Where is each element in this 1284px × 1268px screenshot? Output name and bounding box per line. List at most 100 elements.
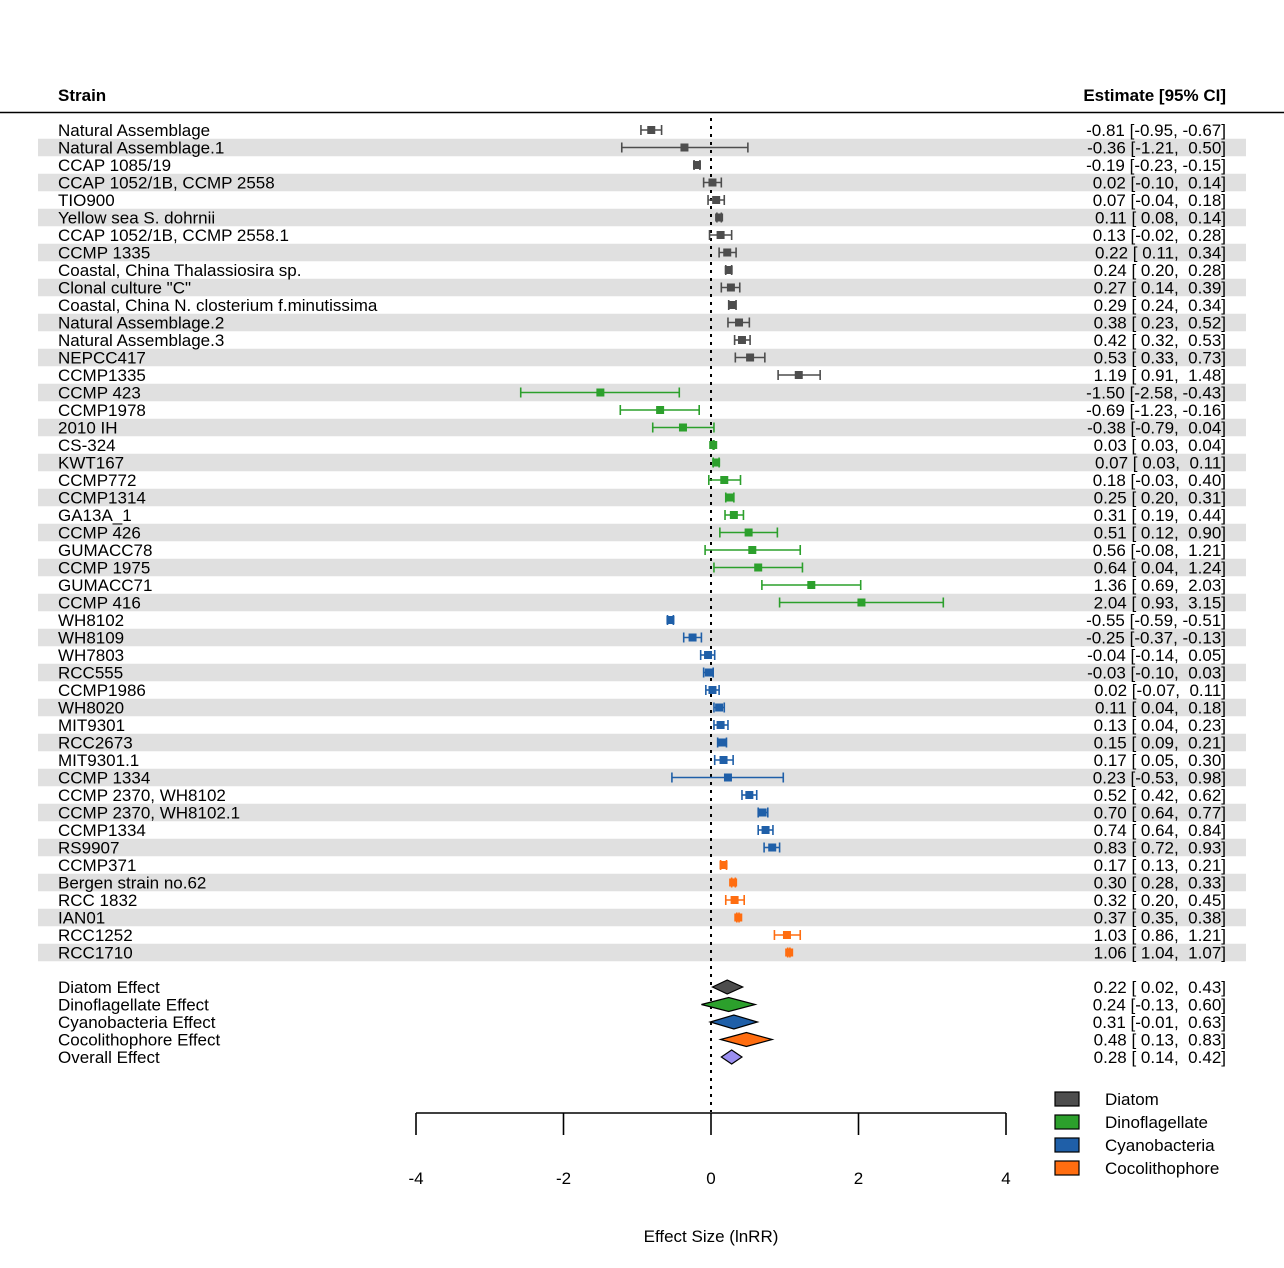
study-estimate: 0.23 [-0.53, 0.98]: [1093, 769, 1226, 788]
point-estimate: [709, 441, 718, 449]
study-estimate: 0.24 [ 0.20, 0.28]: [1094, 261, 1226, 280]
summary-row-diatom-effect: Diatom Effect 0.22 [ 0.02, 0.43]: [58, 978, 1226, 997]
study-label: Clonal culture "C": [58, 279, 191, 298]
point-estimate: [754, 563, 763, 572]
study-row-rcc555: RCC555 -0.03 [-0.10, 0.03]: [58, 664, 1226, 683]
study-row-2010-ih: 2010 IH -0.38 [-0.79, 0.04]: [58, 419, 1226, 438]
study-row-natural-assemblage-2: Natural Assemblage.2 0.38 [ 0.23, 0.52]: [58, 314, 1226, 333]
study-estimate: 0.64 [ 0.04, 1.24]: [1094, 559, 1226, 578]
x-tick-label: 0: [706, 1169, 715, 1188]
study-estimate: 2.04 [ 0.93, 3.15]: [1094, 594, 1226, 613]
study-estimate: 0.13 [-0.02, 0.28]: [1093, 226, 1226, 245]
legend-label: Cocolithophore: [1105, 1159, 1219, 1178]
point-estimate: [746, 353, 755, 362]
study-label: CCMP1978: [58, 401, 146, 420]
study-row-ccmp1978: CCMP1978 -0.69 [-1.23, -0.16]: [58, 401, 1226, 420]
study-estimate: -0.25 [-0.37, -0.13]: [1086, 629, 1226, 648]
study-label: WH8020: [58, 699, 124, 718]
study-row-ccmp-1975: CCMP 1975 0.64 [ 0.04, 1.24]: [58, 559, 1226, 578]
study-estimate: 0.37 [ 0.35, 0.38]: [1094, 909, 1226, 928]
study-row-nepcc417: NEPCC417 0.53 [ 0.33, 0.73]: [58, 349, 1226, 368]
study-estimate: 0.70 [ 0.64, 0.77]: [1094, 804, 1226, 823]
study-label: Coastal, China Thalassiosira sp.: [58, 261, 301, 280]
study-label: CCMP 1335: [58, 244, 150, 263]
point-estimate: [680, 143, 689, 152]
study-estimate: -0.55 [-0.59, -0.51]: [1086, 611, 1226, 630]
study-row-ccap-1085-19: CCAP 1085/19 -0.19 [-0.23, -0.15]: [58, 156, 1226, 175]
study-row-bergen-strain-no-62: Bergen strain no.62 0.30 [ 0.28, 0.33]: [58, 874, 1226, 893]
study-label: CCMP 416: [58, 594, 141, 613]
point-estimate: [857, 598, 866, 607]
study-label: CCMP1334: [58, 821, 146, 840]
point-estimate: [716, 231, 725, 239]
summary-estimate: 0.31 [-0.01, 0.63]: [1093, 1013, 1226, 1032]
study-estimate: 0.31 [ 0.19, 0.44]: [1094, 506, 1226, 525]
legend-label: Diatom: [1105, 1090, 1159, 1109]
row-stripe: [38, 803, 1246, 822]
study-row-ccmp-426: CCMP 426 0.51 [ 0.12, 0.90]: [58, 524, 1226, 543]
study-label: RS9907: [58, 839, 119, 858]
summary-row-overall-effect: Overall Effect 0.28 [ 0.14, 0.42]: [58, 1048, 1226, 1067]
study-estimate: 0.53 [ 0.33, 0.73]: [1094, 349, 1226, 368]
study-estimate: 1.03 [ 0.86, 1.21]: [1094, 926, 1226, 945]
study-row-natural-assemblage-3: Natural Assemblage.3 0.42 [ 0.32, 0.53]: [58, 331, 1226, 350]
row-stripe: [38, 278, 1246, 297]
study-row-coastal-china-thalassiosira-sp: Coastal, China Thalassiosira sp. 0.24 [ 0…: [58, 261, 1226, 280]
summary-estimate: 0.22 [ 0.02, 0.43]: [1094, 978, 1226, 997]
study-row-rcc2673: RCC2673 0.15 [ 0.09, 0.21]: [58, 734, 1226, 753]
legend-item-dinoflagellate: Dinoflagellate: [1054, 1113, 1208, 1132]
study-row-ccmp772: CCMP772 0.18 [-0.03, 0.40]: [58, 471, 1226, 490]
study-estimate: 1.36 [ 0.69, 2.03]: [1094, 576, 1226, 595]
point-estimate: [785, 948, 794, 957]
study-estimate: -0.19 [-0.23, -0.15]: [1086, 156, 1226, 175]
point-estimate: [712, 196, 721, 204]
study-row-ccmp1335: CCMP1335 1.19 [ 0.91, 1.48]: [58, 366, 1226, 385]
study-estimate: 0.74 [ 0.64, 0.84]: [1094, 821, 1226, 840]
point-estimate: [666, 616, 675, 624]
legend-item-diatom: Diatom: [1054, 1090, 1159, 1109]
study-row-ccap-1052-1b-ccmp-2558: CCAP 1052/1B, CCMP 2558 0.02 [-0.10, 0.14…: [58, 174, 1226, 193]
study-label: CCMP371: [58, 856, 136, 875]
study-row-rcc1710: RCC1710 1.06 [ 1.04, 1.07]: [58, 944, 1226, 963]
summary-rows: Diatom Effect 0.22 [ 0.02, 0.43]Dinoflage…: [58, 978, 1226, 1067]
summary-label: Diatom Effect: [58, 978, 160, 997]
legend-swatch: [1054, 1137, 1080, 1153]
point-estimate: [737, 336, 746, 344]
study-estimate: 0.38 [ 0.23, 0.52]: [1094, 314, 1226, 333]
study-row-mit9301-1: MIT9301.1 0.17 [ 0.05, 0.30]: [58, 751, 1226, 770]
summary-diamond: [708, 1014, 760, 1030]
study-estimate: 0.13 [ 0.04, 0.23]: [1094, 716, 1226, 735]
study-estimate: 0.17 [ 0.13, 0.21]: [1094, 856, 1226, 875]
study-label: TIO900: [58, 191, 115, 210]
point-estimate: [704, 668, 713, 677]
legend-label: Dinoflagellate: [1105, 1113, 1208, 1132]
legend-label: Cyanobacteria: [1105, 1136, 1215, 1155]
study-estimate: 0.83 [ 0.72, 0.93]: [1094, 839, 1226, 858]
row-stripe: [38, 873, 1246, 892]
point-estimate: [708, 686, 717, 694]
legend-item-cocolithophore: Cocolithophore: [1054, 1159, 1219, 1178]
study-label: CCMP772: [58, 471, 136, 490]
study-row-ccmp1334: CCMP1334 0.74 [ 0.64, 0.84]: [58, 821, 1226, 840]
x-tick-label: -2: [556, 1169, 571, 1188]
point-estimate: [647, 126, 656, 134]
study-row-gumacc71: GUMACC71 1.36 [ 0.69, 2.03]: [58, 576, 1226, 595]
summary-label: Cocolithophore Effect: [58, 1031, 221, 1050]
study-estimate: 0.22 [ 0.11, 0.34]: [1095, 244, 1226, 263]
study-row-rcc1252: RCC1252 1.03 [ 0.86, 1.21]: [58, 926, 1226, 945]
study-row-ccmp-423: CCMP 423 -1.50 [-2.58, -0.43]: [58, 384, 1226, 403]
point-estimate: [761, 826, 770, 834]
row-stripe: [38, 523, 1246, 542]
point-estimate: [728, 301, 737, 309]
point-estimate: [708, 178, 717, 187]
x-axis-label: Effect Size (lnRR): [644, 1227, 779, 1246]
summary-diamond: [720, 1049, 744, 1065]
point-estimate: [656, 406, 665, 414]
study-row-clonal-culture-c: Clonal culture "C" 0.27 [ 0.14, 0.39]: [58, 279, 1226, 298]
point-estimate: [794, 371, 803, 379]
header-strain: Strain: [58, 86, 106, 105]
row-stripe: [38, 908, 1246, 927]
row-stripe: [38, 558, 1246, 577]
point-estimate: [782, 931, 791, 939]
study-label: MIT9301: [58, 716, 125, 735]
